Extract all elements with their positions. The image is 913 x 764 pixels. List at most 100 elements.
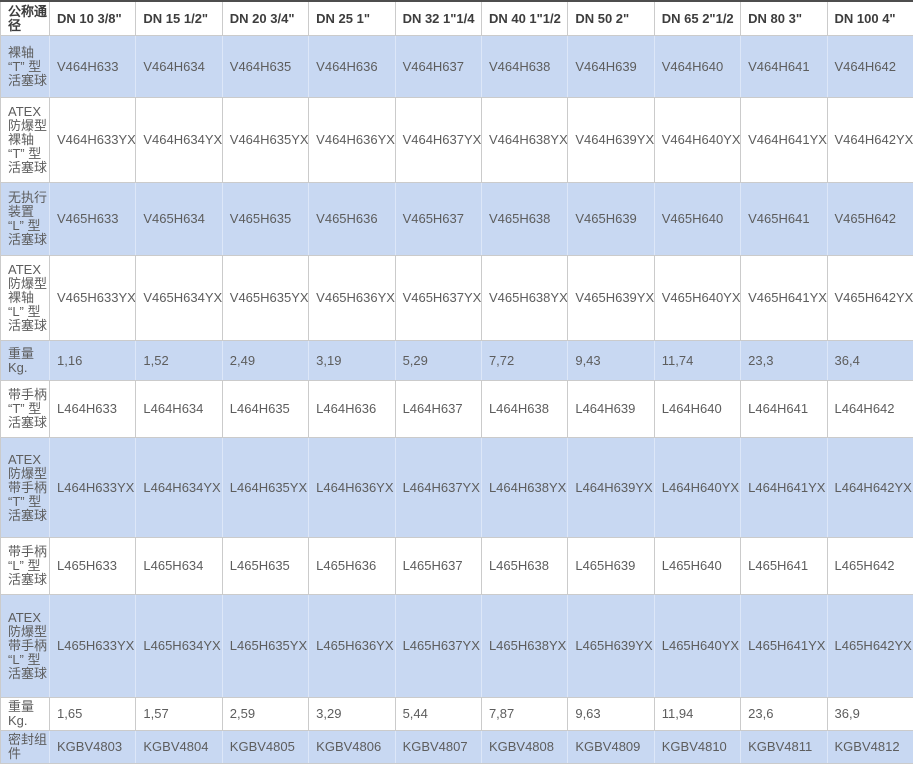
table-cell: L464H640 xyxy=(654,381,740,438)
table-cell: 7,72 xyxy=(481,341,567,381)
table-cell: V464H634 xyxy=(136,36,222,98)
table-cell: V464H640 xyxy=(654,36,740,98)
table-cell: L465H634 xyxy=(136,538,222,595)
column-header: DN 20 3/4" xyxy=(222,1,308,36)
table-cell: 9,63 xyxy=(568,698,654,731)
table-cell: 5,29 xyxy=(395,341,481,381)
table-cell: L464H641 xyxy=(741,381,827,438)
table-cell: L465H637 xyxy=(395,538,481,595)
table-cell: L464H641YX xyxy=(741,438,827,538)
table-cell: L464H642YX xyxy=(827,438,913,538)
column-header: DN 15 1/2" xyxy=(136,1,222,36)
row-label: ATEX防爆型裸轴 “T” 型活塞球 xyxy=(1,98,50,183)
table-cell: V464H633 xyxy=(50,36,136,98)
table-cell: V465H637 xyxy=(395,183,481,256)
row-label: 带手柄 “T” 型活塞球 xyxy=(1,381,50,438)
table-cell: 3,19 xyxy=(309,341,395,381)
table-cell: V464H641YX xyxy=(741,98,827,183)
table-cell: L465H636 xyxy=(309,538,395,595)
table-cell: 23,3 xyxy=(741,341,827,381)
table-cell: L465H639YX xyxy=(568,595,654,698)
table-cell: V464H635YX xyxy=(222,98,308,183)
table-cell: V465H633 xyxy=(50,183,136,256)
table-cell: V464H637 xyxy=(395,36,481,98)
row-label: ATEX防爆型带手柄 “L” 型活塞球 xyxy=(1,595,50,698)
table-cell: L465H638 xyxy=(481,538,567,595)
column-header: DN 25 1" xyxy=(309,1,395,36)
table-cell: L465H637YX xyxy=(395,595,481,698)
table-cell: KGBV4807 xyxy=(395,731,481,764)
table-cell: 1,65 xyxy=(50,698,136,731)
row-label: 重量 Kg. xyxy=(1,341,50,381)
table-cell: V464H637YX xyxy=(395,98,481,183)
table-cell: V464H640YX xyxy=(654,98,740,183)
table-cell: L465H641 xyxy=(741,538,827,595)
header-row: 公称通径 DN 10 3/8"DN 15 1/2"DN 20 3/4"DN 25… xyxy=(1,1,913,36)
table-cell: V465H633YX xyxy=(50,256,136,341)
table-cell: 11,74 xyxy=(654,341,740,381)
table-cell: 5,44 xyxy=(395,698,481,731)
row-label: 密封组件 xyxy=(1,731,50,764)
table-cell: L465H636YX xyxy=(309,595,395,698)
table-cell: V465H637YX xyxy=(395,256,481,341)
table-cell: L465H633YX xyxy=(50,595,136,698)
column-header: DN 50 2" xyxy=(568,1,654,36)
table-cell: KGBV4805 xyxy=(222,731,308,764)
column-header: DN 100 4" xyxy=(827,1,913,36)
table-cell: KGBV4812 xyxy=(827,731,913,764)
column-header: DN 65 2"1/2 xyxy=(654,1,740,36)
table-cell: V464H641 xyxy=(741,36,827,98)
table-cell: V465H642 xyxy=(827,183,913,256)
table-cell: V465H639 xyxy=(568,183,654,256)
table-cell: 7,87 xyxy=(481,698,567,731)
table-cell: 36,9 xyxy=(827,698,913,731)
table-cell: L464H637 xyxy=(395,381,481,438)
table-cell: V464H639 xyxy=(568,36,654,98)
table-cell: 36,4 xyxy=(827,341,913,381)
table-cell: L465H633 xyxy=(50,538,136,595)
table-cell: L464H636 xyxy=(309,381,395,438)
table-cell: L465H642YX xyxy=(827,595,913,698)
table-cell: V464H642 xyxy=(827,36,913,98)
table-cell: V464H636 xyxy=(309,36,395,98)
row-label: 带手柄 “L” 型活塞球 xyxy=(1,538,50,595)
table-cell: V465H640YX xyxy=(654,256,740,341)
table-cell: V465H634YX xyxy=(136,256,222,341)
table-cell: V464H639YX xyxy=(568,98,654,183)
table-cell: L465H639 xyxy=(568,538,654,595)
column-header: DN 10 3/8" xyxy=(50,1,136,36)
table-cell: L464H635 xyxy=(222,381,308,438)
table-cell: KGBV4804 xyxy=(136,731,222,764)
table-cell: L464H639 xyxy=(568,381,654,438)
table-cell: KGBV4810 xyxy=(654,731,740,764)
table-cell: V464H642YX xyxy=(827,98,913,183)
table-cell: 2,59 xyxy=(222,698,308,731)
table-cell: V464H638 xyxy=(481,36,567,98)
table-cell: L465H638YX xyxy=(481,595,567,698)
table-cell: KGBV4803 xyxy=(50,731,136,764)
table-cell: L464H638 xyxy=(481,381,567,438)
table-cell: V465H636 xyxy=(309,183,395,256)
table-cell: V465H635YX xyxy=(222,256,308,341)
table-cell: KGBV4806 xyxy=(309,731,395,764)
table-cell: V464H634YX xyxy=(136,98,222,183)
table-cell: 3,29 xyxy=(309,698,395,731)
table-cell: L464H633YX xyxy=(50,438,136,538)
table-cell: KGBV4808 xyxy=(481,731,567,764)
table-cell: 11,94 xyxy=(654,698,740,731)
table-cell: L464H636YX xyxy=(309,438,395,538)
table-cell: L464H635YX xyxy=(222,438,308,538)
corner-header: 公称通径 xyxy=(1,1,50,36)
table-cell: 9,43 xyxy=(568,341,654,381)
table-cell: V465H640 xyxy=(654,183,740,256)
table-cell: L465H641YX xyxy=(741,595,827,698)
table-cell: V465H635 xyxy=(222,183,308,256)
